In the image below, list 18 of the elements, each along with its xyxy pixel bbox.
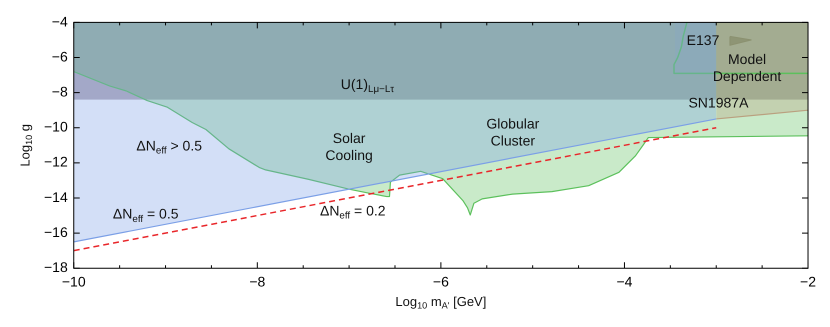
y-tick-label: −10 — [44, 118, 68, 135]
annotation: Globular Cluster — [486, 116, 540, 149]
y-tick-label: −16 — [44, 224, 68, 240]
y-tick-label: −8 — [52, 83, 68, 100]
y-axis-title: Log10 g — [17, 124, 34, 167]
x-tick-label: −10 — [62, 273, 86, 290]
y-tick-label: −6 — [52, 48, 68, 64]
x-tick-label: −2 — [800, 273, 816, 290]
annotation: Solar Cooling — [325, 130, 373, 164]
y-tick-label: −14 — [44, 188, 68, 205]
x-tick-label: −4 — [616, 273, 633, 290]
x-tick-label: −8 — [249, 273, 266, 290]
annotation: Model Dependent — [712, 51, 782, 84]
y-tick-label: −12 — [44, 154, 68, 170]
x-tick-label: −6 — [432, 273, 450, 290]
annotation: SN1987A — [688, 94, 750, 111]
y-tick-label: −18 — [44, 259, 68, 276]
y-tick-label: −4 — [52, 13, 68, 30]
